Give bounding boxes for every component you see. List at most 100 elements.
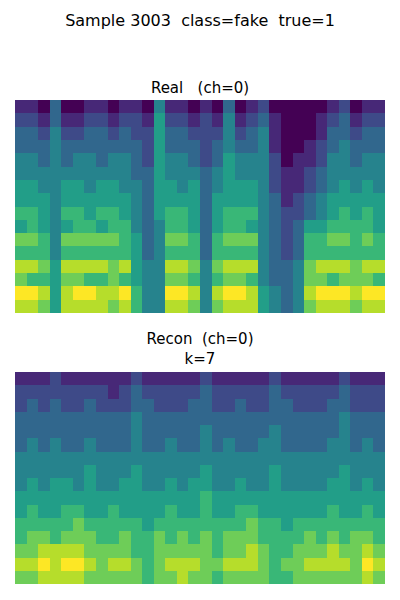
heatmap-cell: [362, 233, 374, 247]
heatmap-cell: [246, 167, 258, 181]
heatmap-cell: [27, 153, 39, 167]
heatmap-cell: [350, 452, 362, 466]
heatmap-cell: [373, 100, 385, 114]
heatmap-cell: [293, 233, 305, 247]
heatmap-cell: [96, 260, 108, 274]
heatmap-cell: [119, 193, 131, 207]
heatmap-cell: [212, 399, 224, 413]
heatmap-cell: [235, 273, 247, 287]
heatmap-cell: [362, 452, 374, 466]
heatmap-cell: [177, 491, 189, 505]
heatmap-cell: [281, 180, 293, 194]
heatmap-cell: [246, 260, 258, 274]
heatmap-cell: [281, 153, 293, 167]
heatmap-cell: [27, 372, 39, 386]
heatmap-cell: [50, 207, 62, 221]
heatmap-cell: [235, 193, 247, 207]
heatmap-cell: [50, 544, 62, 558]
heatmap-cell: [188, 531, 200, 545]
heatmap-cell: [350, 220, 362, 234]
heatmap-cell: [327, 425, 339, 439]
heatmap-cell: [154, 531, 166, 545]
heatmap-cell: [223, 273, 235, 287]
heatmap-cell: [373, 571, 385, 584]
heatmap-cell: [84, 233, 96, 247]
heatmap-cell: [38, 385, 50, 399]
heatmap-cell: [108, 286, 120, 300]
heatmap-cell: [212, 286, 224, 300]
heatmap-cell: [27, 544, 39, 558]
heatmap-cell: [339, 207, 351, 221]
heatmap-cell: [27, 452, 39, 466]
heatmap-cell: [38, 153, 50, 167]
heatmap-cell: [154, 425, 166, 439]
heatmap-cell: [119, 544, 131, 558]
heatmap-cell: [373, 491, 385, 505]
heatmap-cell: [154, 113, 166, 127]
heatmap-cell: [84, 425, 96, 439]
heatmap-cell: [84, 127, 96, 141]
heatmap-cell: [316, 113, 328, 127]
heatmap-cell: [119, 571, 131, 584]
heatmap-cell: [84, 100, 96, 114]
heatmap-cell: [154, 180, 166, 194]
heatmap-cell: [293, 113, 305, 127]
heatmap-cell: [246, 193, 258, 207]
heatmap-cell: [15, 491, 27, 505]
heatmap-cell: [281, 452, 293, 466]
heatmap-cell: [316, 425, 328, 439]
heatmap-cell: [15, 127, 27, 141]
heatmap-cell: [27, 246, 39, 260]
heatmap-cell: [15, 531, 27, 545]
heatmap-cell: [165, 100, 177, 114]
heatmap-cell: [131, 300, 143, 313]
heatmap-cell: [61, 273, 73, 287]
heatmap-cell: [373, 113, 385, 127]
heatmap-cell: [84, 452, 96, 466]
heatmap-cell: [27, 113, 39, 127]
heatmap-cell: [119, 558, 131, 572]
heatmap-cell: [362, 273, 374, 287]
heatmap-cell: [84, 273, 96, 287]
heatmap-cell: [165, 167, 177, 181]
heatmap-cell: [327, 193, 339, 207]
heatmap-cell: [373, 531, 385, 545]
heatmap-cell: [223, 153, 235, 167]
heatmap-cell: [177, 153, 189, 167]
heatmap-cell: [50, 478, 62, 492]
heatmap-cell: [188, 286, 200, 300]
heatmap-cell: [304, 167, 316, 181]
panel-title: Recon (ch=0): [146, 330, 253, 348]
heatmap-cell: [258, 193, 270, 207]
heatmap-cell: [27, 531, 39, 545]
heatmap-cell: [212, 153, 224, 167]
heatmap-cell: [293, 193, 305, 207]
heatmap-cell: [281, 544, 293, 558]
heatmap-cell: [84, 544, 96, 558]
heatmap-cell: [15, 425, 27, 439]
heatmap-cell: [373, 438, 385, 452]
heatmap-cell: [212, 558, 224, 572]
heatmap-cell: [350, 372, 362, 386]
heatmap-cell: [154, 207, 166, 221]
heatmap-cell: [96, 127, 108, 141]
heatmap-cell: [142, 491, 154, 505]
heatmap-cell: [119, 220, 131, 234]
heatmap-cell: [316, 438, 328, 452]
heatmap-cell: [373, 180, 385, 194]
heatmap-cell: [246, 478, 258, 492]
heatmap-cell: [177, 113, 189, 127]
heatmap-cell: [154, 153, 166, 167]
heatmap-cell: [50, 246, 62, 260]
heatmap-cell: [281, 167, 293, 181]
heatmap-cell: [223, 286, 235, 300]
heatmap-cell: [38, 505, 50, 519]
heatmap-cell: [15, 113, 27, 127]
heatmap-cell: [350, 412, 362, 426]
heatmap-cell: [108, 571, 120, 584]
heatmap-cell: [119, 260, 131, 274]
heatmap-cell: [142, 260, 154, 274]
heatmap-cell: [316, 233, 328, 247]
heatmap-cell: [200, 100, 212, 114]
heatmap-cell: [223, 438, 235, 452]
